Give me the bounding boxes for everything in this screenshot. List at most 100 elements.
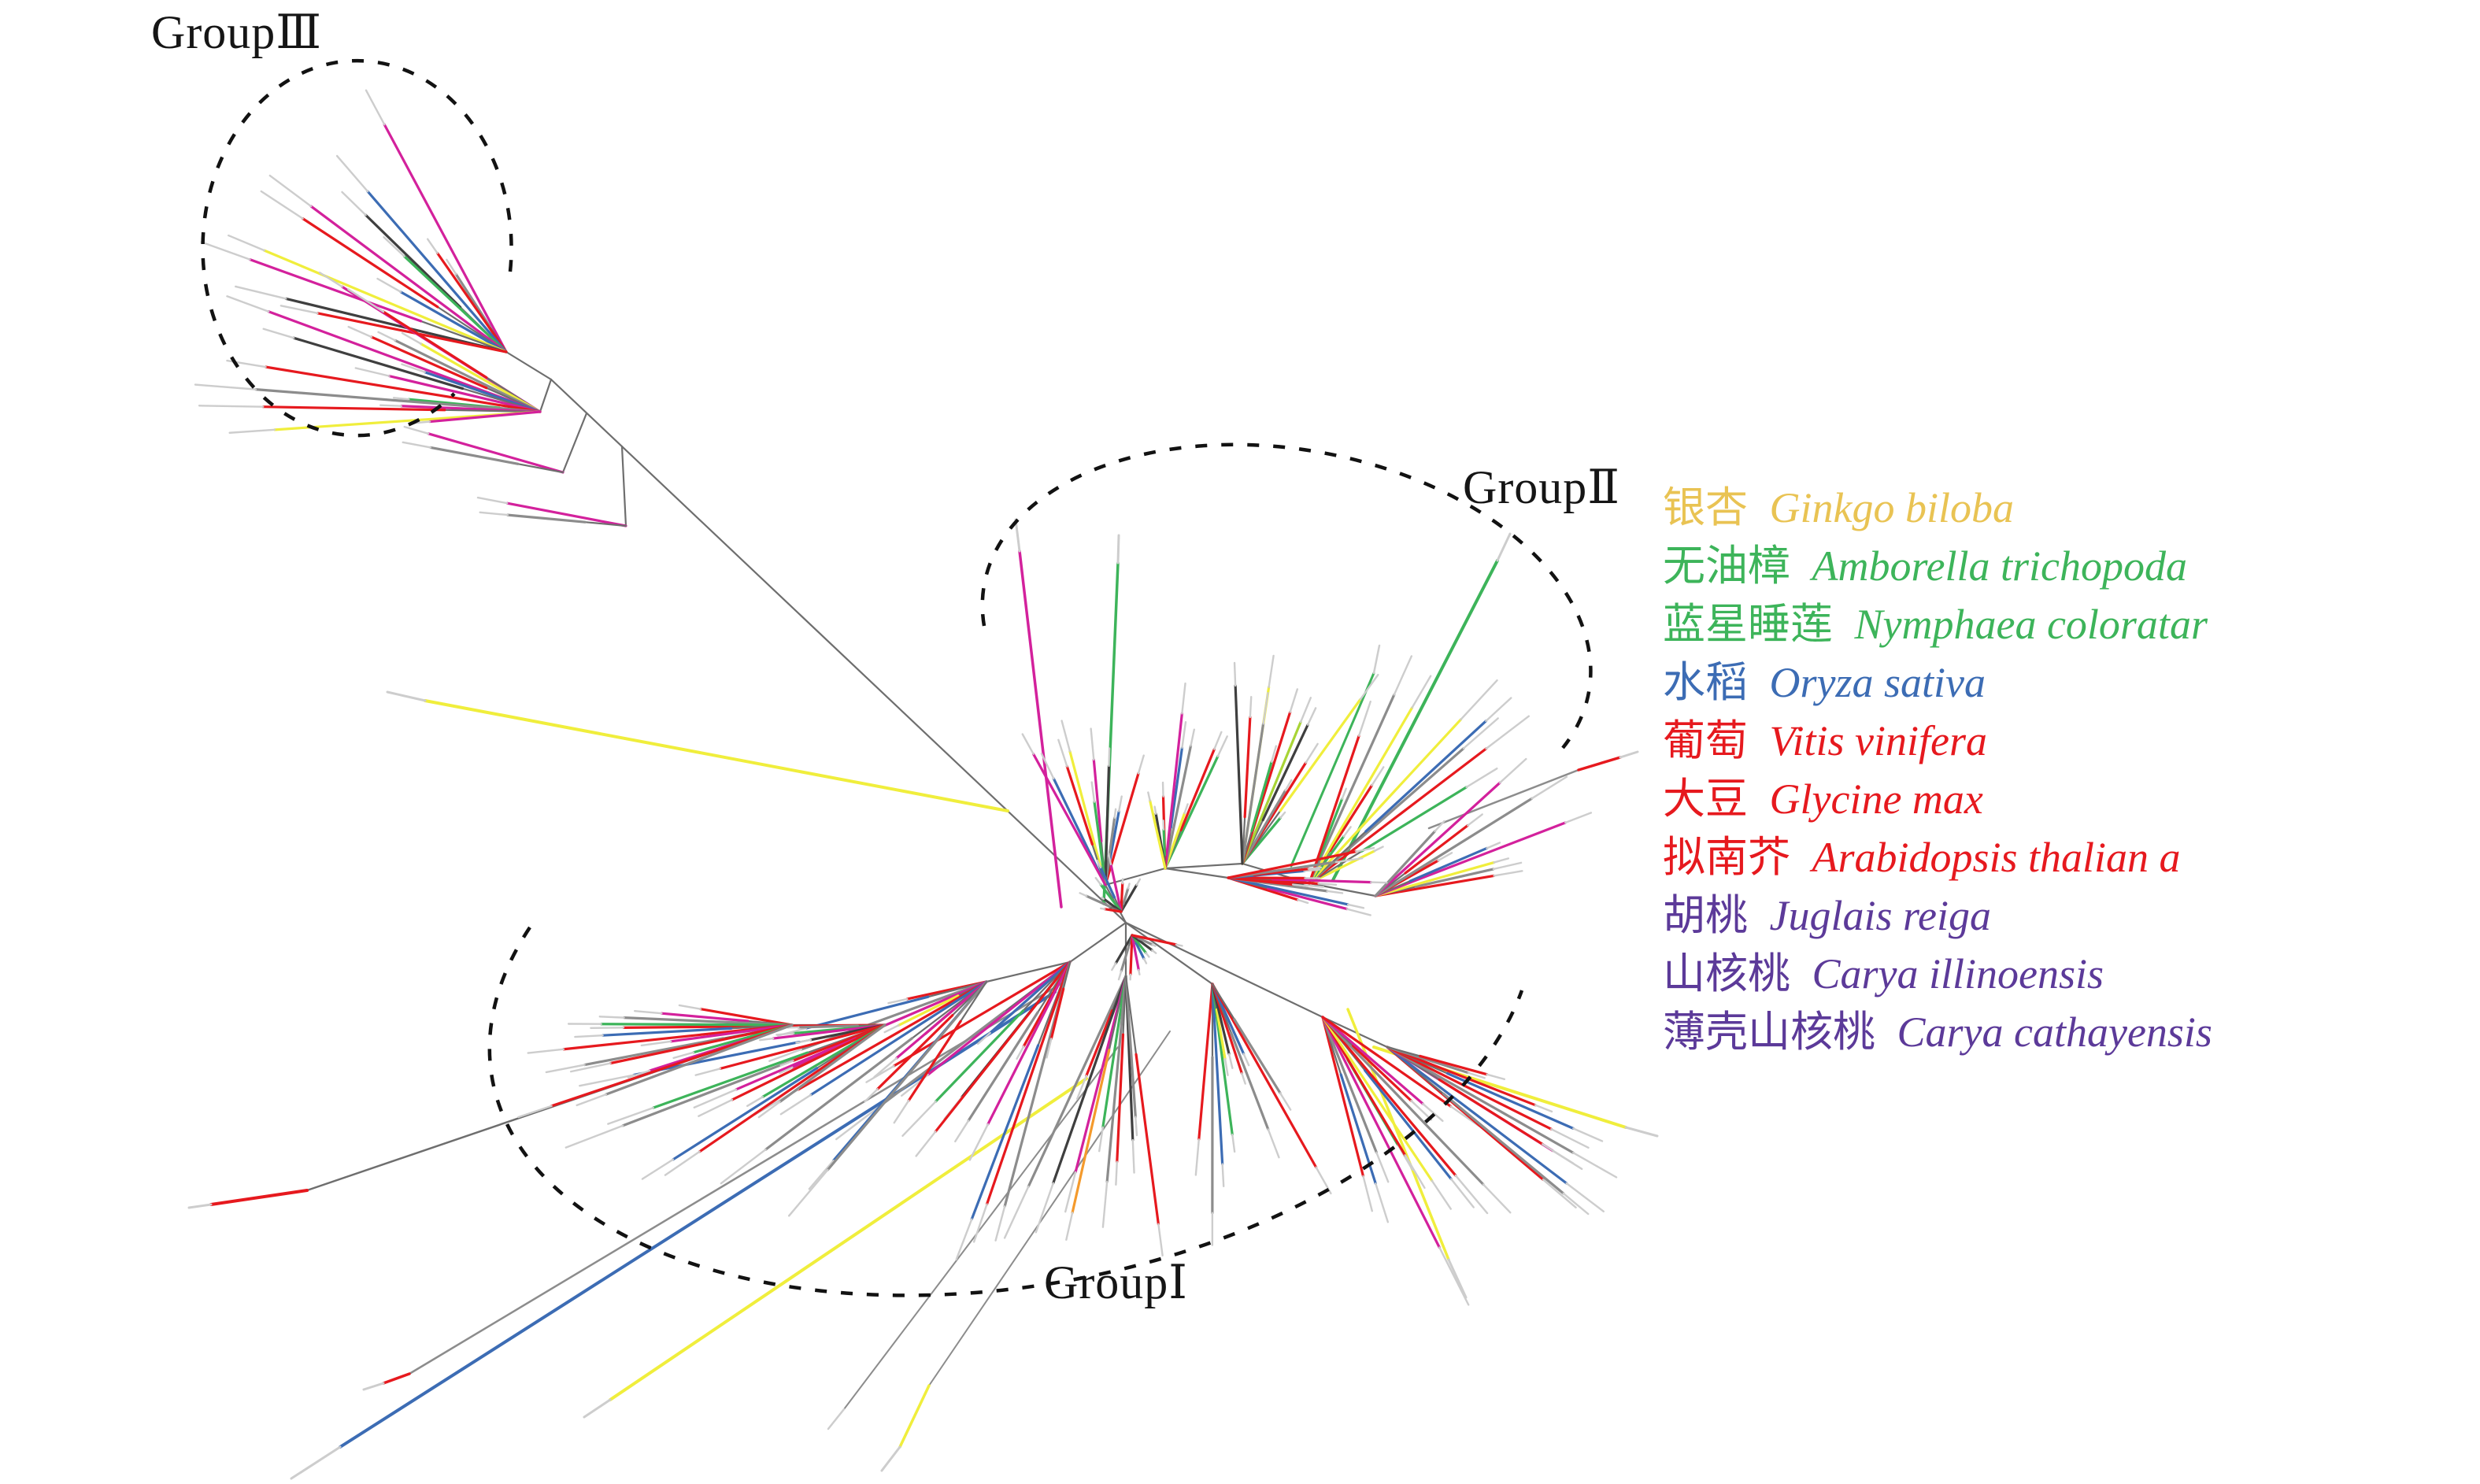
tree-branch (1531, 775, 1568, 800)
tree-branch (1183, 803, 1189, 815)
tree-branch (1098, 1126, 1105, 1153)
legend-latin-name: Nymphaea coloratar (1854, 601, 2208, 648)
tree-branch (1375, 1182, 1390, 1223)
tree-branch (1231, 1133, 1236, 1153)
tree-branch (301, 217, 439, 309)
legend-item: 胡桃 Juglais reiga (1663, 886, 2212, 945)
tree-branch (672, 1067, 819, 1161)
tree-branch (955, 1218, 973, 1261)
group-3-label: GroupⅢ (151, 6, 323, 58)
tree-branch (1279, 698, 1362, 812)
tree-branch (1270, 745, 1278, 763)
tree-branch (1386, 1045, 1553, 1131)
tree-branch (1101, 975, 1127, 1129)
tree-branch (772, 1023, 887, 1040)
legend-chinese-name: 山核桃 (1663, 950, 1790, 997)
tree-branch (505, 501, 627, 527)
legend-item: 葡萄 Vitis vinifera (1663, 712, 2212, 770)
tree-branch (1419, 1054, 1489, 1076)
tree-branch (1410, 1099, 1433, 1121)
tree-branch (1290, 672, 1375, 868)
tree-branch (1164, 862, 1244, 870)
tree-branch (1486, 1073, 1506, 1080)
tree-branch (309, 205, 508, 353)
tree-branch (892, 960, 1072, 1068)
tree-branch (387, 375, 542, 413)
tree-branch (865, 1064, 895, 1083)
tree-branch (1386, 1045, 1421, 1057)
tree-branch (873, 1057, 898, 1079)
tree-branch (550, 378, 1127, 924)
tree-branch (1164, 755, 1220, 870)
tree-branch (1467, 813, 1483, 827)
tree-branch (1321, 1016, 1389, 1049)
tree-branch (1297, 898, 1309, 905)
tree-branch (318, 272, 343, 288)
legend-latin-name: Carya cathayensis (1897, 1008, 2212, 1056)
tree-branch (1031, 753, 1107, 886)
tree-branch (370, 335, 488, 390)
tree-branch (1374, 874, 1496, 897)
tree-branch (1216, 735, 1228, 758)
tree-branch (1090, 781, 1096, 803)
tree-branch (669, 1023, 794, 1043)
tree-branch (970, 1044, 1040, 1221)
tree-branch (1135, 878, 1142, 886)
tree-branch (1562, 1192, 1590, 1216)
tree-branch (1175, 943, 1183, 947)
tree-branch (1326, 890, 1344, 894)
tree-branch (1431, 1179, 1452, 1210)
tree-branch (1131, 1138, 1135, 1174)
tree-branch (1572, 1152, 1618, 1179)
tree-branch (757, 1101, 781, 1119)
tree-branch (402, 441, 432, 449)
tree-branch (347, 325, 373, 339)
tree-branch (960, 980, 988, 1023)
tree-branch (1362, 1175, 1373, 1212)
tree-branch (1164, 812, 1186, 870)
legend-chinese-name: 水稻 (1663, 659, 1748, 706)
tree-branch (1064, 1171, 1077, 1213)
tree-branch (383, 236, 405, 257)
tree-branch (1467, 1071, 1486, 1079)
tree-branch (678, 1004, 702, 1010)
tree-branch (1415, 868, 1495, 888)
tree-branch (1109, 809, 1120, 862)
tree-branch (1624, 1126, 1659, 1138)
tree-branch (1085, 1009, 1114, 1078)
tree-branch (569, 1062, 612, 1073)
tree-branch (1386, 1045, 1537, 1107)
tree-branch (1284, 779, 1293, 792)
tree-branch (1462, 717, 1499, 749)
tree-branch (1135, 1116, 1138, 1137)
tree-branch (1408, 846, 1489, 883)
tree-branch (1289, 688, 1299, 713)
tree-branch (1211, 983, 1318, 1169)
tree-branch (1230, 1031, 1270, 1131)
tree-branch (1305, 742, 1319, 764)
tree-branch (420, 342, 542, 413)
tree-branch (1107, 853, 1112, 866)
tree-branch (1493, 870, 1523, 877)
tree-branch (1321, 1016, 1434, 1182)
legend-chinese-name: 大豆 (1663, 775, 1748, 823)
tree-branch (1422, 1102, 1444, 1122)
tree-branch (1120, 883, 1138, 913)
tree-branch (1346, 903, 1365, 909)
tree-branch (1243, 716, 1252, 819)
tree-branch (1374, 830, 1437, 897)
tree-branch (768, 1048, 803, 1062)
tree-branch (1482, 1183, 1512, 1214)
tree-branch (1021, 733, 1035, 755)
tree-branch (1181, 720, 1187, 749)
tree-branch (1124, 921, 1214, 986)
tree-branch (1493, 857, 1510, 864)
tree-branch (1118, 795, 1123, 812)
legend-latin-name: Glycine max (1769, 775, 1983, 823)
tree-branch (1341, 787, 1347, 801)
tree-branch (279, 305, 319, 315)
tree-branch (200, 241, 251, 261)
tree-branch (1404, 823, 1469, 875)
tree-branch (797, 980, 988, 1091)
tree-branch (1374, 797, 1534, 897)
